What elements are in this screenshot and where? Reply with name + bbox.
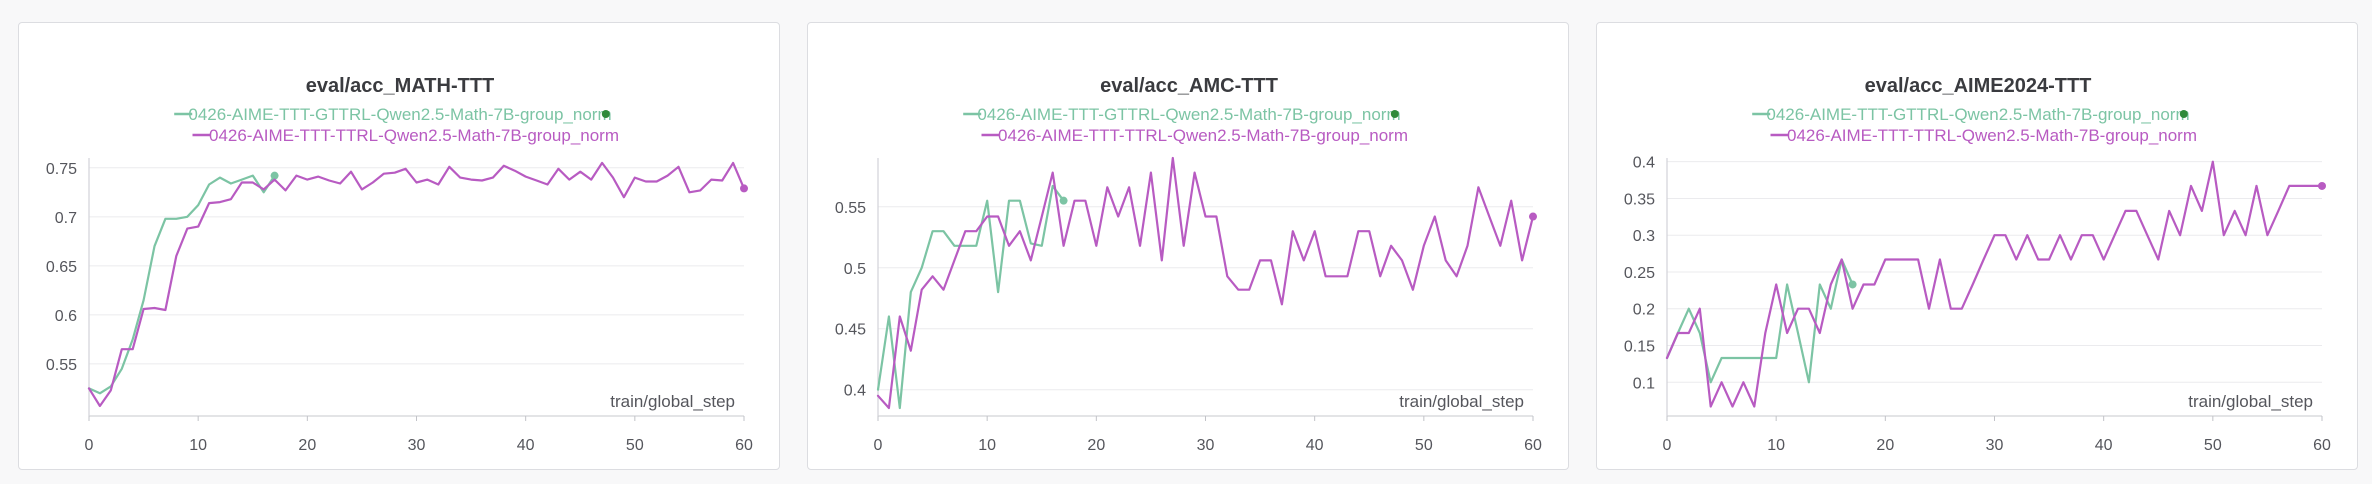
- series-line-ttrl[interactable]: [876, 156, 1535, 410]
- x-tick-label: 0: [874, 437, 883, 454]
- chart-panel-math[interactable]: eval/acc_MATH-TTT 0426-AIME-TTT-GTTRL-Qwe…: [18, 22, 780, 470]
- series-line-ttrl[interactable]: [1665, 160, 2324, 408]
- y-tick-label: 0.5: [844, 261, 866, 278]
- x-tick-label: 30: [1197, 437, 1215, 454]
- series-endpoint-ttrl[interactable]: [740, 184, 748, 193]
- y-tick-label: 0.55: [46, 357, 77, 374]
- x-tick-label: 50: [1415, 437, 1433, 454]
- series-line-gttrl[interactable]: [876, 184, 1065, 410]
- series-endpoint-gttrl[interactable]: [1059, 196, 1068, 205]
- x-axis-label: train/global_step: [610, 392, 735, 411]
- chart-aime2024-svg: eval/acc_AIME2024-TTT 0426-AIME-TTT-GTTRL…: [1624, 75, 2331, 454]
- x-tick-label: 10: [978, 437, 996, 454]
- legend-item-ttrl[interactable]: 0426-AIME-TTT-TTRL-Qwen2.5-Math-7B-group…: [981, 126, 1409, 145]
- x-tick-label: 10: [189, 437, 207, 454]
- x-tick-label: 40: [517, 437, 535, 454]
- legend-item-ttrl[interactable]: 0426-AIME-TTT-TTRL-Qwen2.5-Math-7B-group…: [192, 126, 620, 145]
- chart-title: eval/acc_MATH-TTT: [306, 75, 495, 97]
- chart-amc-svg: eval/acc_AMC-TTT 0426-AIME-TTT-GTTRL-Qwen…: [835, 75, 1542, 454]
- legend-active-dot-icon: [1390, 110, 1399, 118]
- x-axis-label: train/global_step: [2188, 392, 2313, 411]
- legend-item-gttrl[interactable]: 0426-AIME-TTT-GTTRL-Qwen2.5-Math-7B-grou…: [1752, 105, 2190, 124]
- legend-item-gttrl[interactable]: 0426-AIME-TTT-GTTRL-Qwen2.5-Math-7B-grou…: [963, 105, 1401, 124]
- y-tick-label: 0.7: [55, 210, 77, 227]
- legend-active-dot-icon: [601, 110, 610, 118]
- x-tick-label: 50: [2204, 437, 2222, 454]
- y-tick-label: 0.3: [1633, 228, 1655, 245]
- y-tick-label: 0.25: [1624, 265, 1655, 282]
- x-tick-label: 0: [85, 437, 94, 454]
- x-axis-label: train/global_step: [1399, 392, 1524, 411]
- series-endpoint-gttrl[interactable]: [1848, 280, 1857, 289]
- legend-label: 0426-AIME-TTT-TTRL-Qwen2.5-Math-7B-group…: [209, 126, 619, 145]
- chart-title: eval/acc_AMC-TTT: [1100, 75, 1278, 97]
- series-line-ttrl[interactable]: [87, 161, 746, 408]
- x-tick-label: 20: [298, 437, 316, 454]
- series-line-gttrl[interactable]: [87, 174, 276, 395]
- series-endpoint-ttrl[interactable]: [1529, 212, 1537, 221]
- legend-label: 0426-AIME-TTT-GTTRL-Qwen2.5-Math-7B-grou…: [977, 105, 1400, 124]
- x-tick-label: 50: [626, 437, 644, 454]
- y-tick-label: 0.2: [1633, 302, 1655, 319]
- chart-title: eval/acc_AIME2024-TTT: [1865, 75, 2092, 97]
- x-tick-label: 0: [1663, 437, 1672, 454]
- legend-item-ttrl[interactable]: 0426-AIME-TTT-TTRL-Qwen2.5-Math-7B-group…: [1770, 126, 2198, 145]
- y-tick-label: 0.15: [1624, 339, 1655, 356]
- x-tick-label: 60: [2313, 437, 2331, 454]
- chart-panel-aime2024[interactable]: eval/acc_AIME2024-TTT 0426-AIME-TTT-GTTRL…: [1596, 22, 2358, 470]
- y-tick-label: 0.75: [46, 161, 77, 178]
- legend-label: 0426-AIME-TTT-GTTRL-Qwen2.5-Math-7B-grou…: [188, 105, 611, 124]
- x-tick-label: 40: [2095, 437, 2113, 454]
- y-tick-label: 0.45: [835, 322, 866, 339]
- x-tick-label: 40: [1306, 437, 1324, 454]
- legend-label: 0426-AIME-TTT-TTRL-Qwen2.5-Math-7B-group…: [1787, 126, 2197, 145]
- y-tick-label: 0.4: [1633, 155, 1655, 172]
- x-tick-label: 60: [735, 437, 753, 454]
- legend-item-gttrl[interactable]: 0426-AIME-TTT-GTTRL-Qwen2.5-Math-7B-grou…: [174, 105, 612, 124]
- y-tick-label: 0.1: [1633, 375, 1655, 392]
- y-tick-label: 0.65: [46, 259, 77, 276]
- series-endpoint-ttrl[interactable]: [2318, 181, 2326, 190]
- legend-active-dot-icon: [2179, 110, 2188, 118]
- x-tick-label: 20: [1876, 437, 1894, 454]
- x-tick-label: 20: [1087, 437, 1105, 454]
- x-tick-label: 30: [1986, 437, 2004, 454]
- x-tick-label: 30: [408, 437, 426, 454]
- chart-panel-amc[interactable]: eval/acc_AMC-TTT 0426-AIME-TTT-GTTRL-Qwen…: [807, 22, 1569, 470]
- y-tick-label: 0.55: [835, 200, 866, 217]
- legend-label: 0426-AIME-TTT-TTRL-Qwen2.5-Math-7B-group…: [998, 126, 1408, 145]
- x-tick-label: 10: [1767, 437, 1785, 454]
- series-endpoint-gttrl[interactable]: [270, 171, 279, 180]
- y-tick-label: 0.35: [1624, 191, 1655, 208]
- y-tick-label: 0.4: [844, 383, 866, 400]
- x-tick-label: 60: [1524, 437, 1542, 454]
- legend-label: 0426-AIME-TTT-GTTRL-Qwen2.5-Math-7B-grou…: [1766, 105, 2189, 124]
- chart-math-svg: eval/acc_MATH-TTT 0426-AIME-TTT-GTTRL-Qwe…: [46, 75, 753, 454]
- y-tick-label: 0.6: [55, 308, 77, 325]
- series-line-gttrl[interactable]: [1665, 258, 1854, 384]
